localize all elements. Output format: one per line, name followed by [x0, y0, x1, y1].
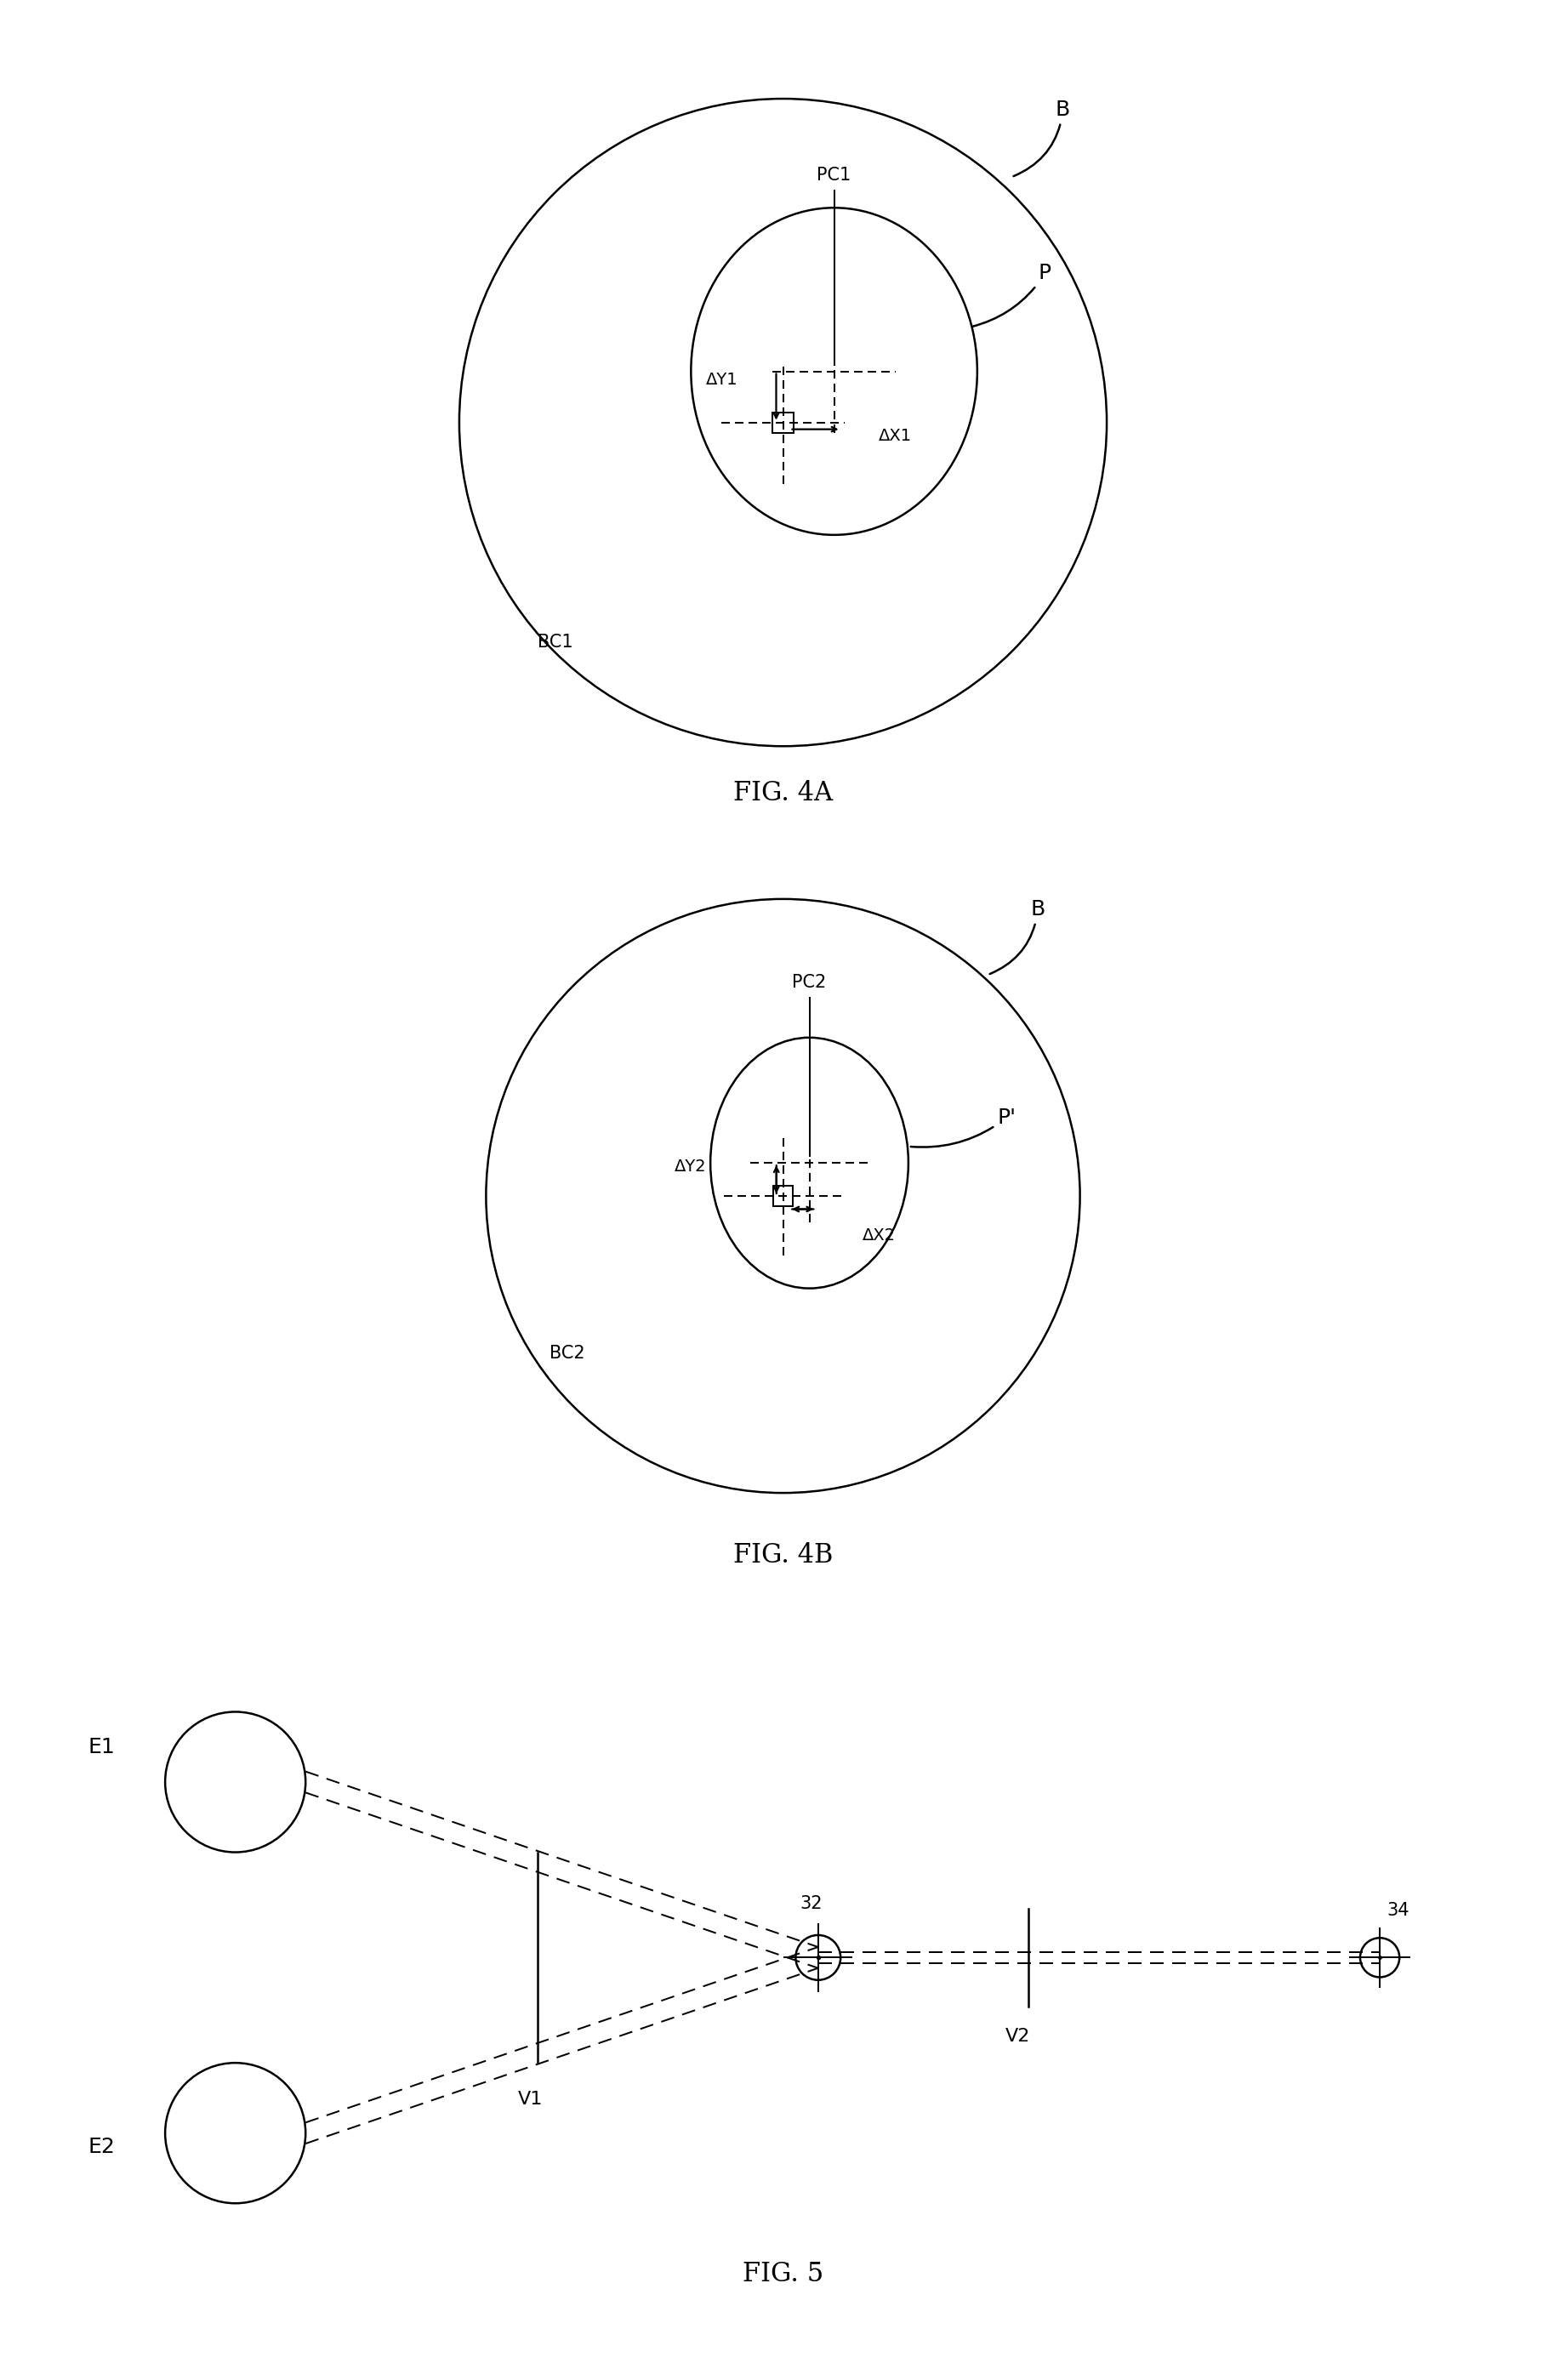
Text: ΔY2: ΔY2 — [675, 1159, 706, 1173]
Text: B: B — [1013, 100, 1070, 176]
Text: P': P' — [911, 1107, 1016, 1147]
Text: 34: 34 — [1387, 1902, 1409, 1918]
Text: FIG. 4A: FIG. 4A — [733, 781, 833, 807]
Text: B: B — [990, 900, 1045, 973]
Text: BC1: BC1 — [537, 633, 573, 650]
Text: V1: V1 — [518, 2092, 543, 2109]
Text: FIG. 4B: FIG. 4B — [733, 1542, 833, 1568]
Text: PC1: PC1 — [817, 167, 852, 183]
Text: V2: V2 — [1005, 2028, 1030, 2044]
Text: 32: 32 — [800, 1894, 822, 1911]
Text: PC2: PC2 — [792, 973, 827, 992]
Text: ΔX2: ΔX2 — [863, 1228, 896, 1245]
Text: ΔY1: ΔY1 — [706, 371, 738, 388]
Text: E1: E1 — [88, 1737, 114, 1756]
Text: ΔX1: ΔX1 — [879, 428, 911, 445]
Bar — [774, 1185, 792, 1207]
Text: BC2: BC2 — [550, 1345, 586, 1361]
Text: P: P — [972, 264, 1051, 326]
Text: FIG. 5: FIG. 5 — [742, 2261, 824, 2287]
Bar — [772, 412, 794, 433]
Text: E2: E2 — [88, 2137, 114, 2156]
